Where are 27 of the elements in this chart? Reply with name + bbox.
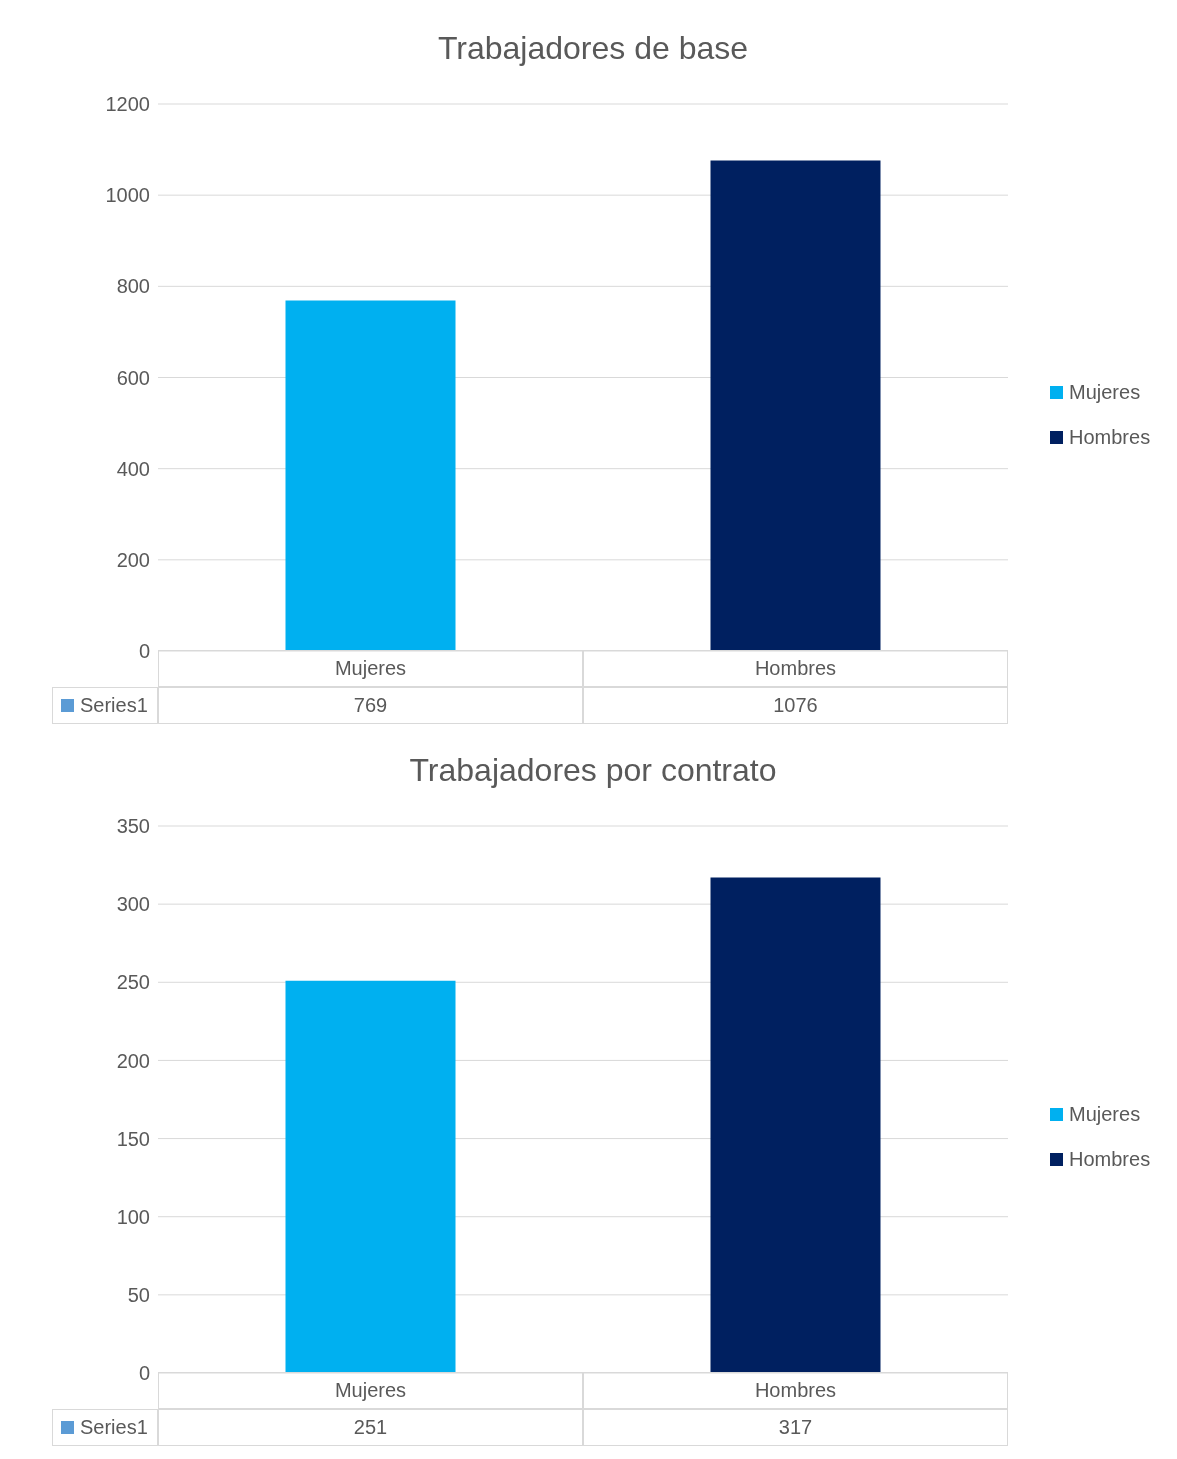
- legend-label: Mujeres: [1068, 380, 1142, 405]
- y-tick-label: 600: [116, 366, 150, 389]
- text: Series1: [52, 1409, 158, 1446]
- legend-label: Hombres: [1068, 425, 1151, 450]
- y-tick-label: 400: [116, 457, 150, 480]
- data-label: 769: [158, 687, 583, 724]
- y-tick-label: 50: [127, 1283, 150, 1306]
- y-tick-label: 150: [116, 1127, 150, 1150]
- y-tick-label: 250: [116, 971, 150, 994]
- y-tick-label: 200: [116, 548, 150, 571]
- y-tick-label: 100: [116, 1205, 150, 1228]
- legend-label: Mujeres: [1068, 1102, 1142, 1127]
- y-tick-label: 1200: [105, 93, 150, 116]
- legend-label: Hombres: [1068, 1147, 1151, 1172]
- text: Series1: [52, 687, 158, 724]
- chart-title: Trabajadores por contrato: [408, 752, 778, 789]
- y-tick-label: 800: [116, 275, 150, 298]
- data-label: 1076: [583, 687, 1008, 724]
- y-tick-label: 0: [138, 640, 150, 663]
- y-tick-label: 1000: [105, 184, 150, 207]
- data-label: 317: [583, 1409, 1008, 1446]
- chart-title: Trabajadores de base: [436, 30, 750, 67]
- data-label: 251: [158, 1409, 583, 1446]
- y-tick-label: 0: [138, 1362, 150, 1385]
- y-tick-label: 200: [116, 1049, 150, 1072]
- y-tick-label: 300: [116, 893, 150, 916]
- y-tick-label: 350: [116, 815, 150, 838]
